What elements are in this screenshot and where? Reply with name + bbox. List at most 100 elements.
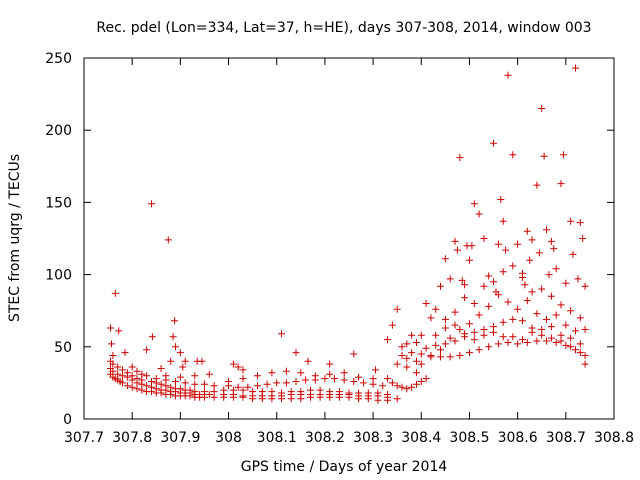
data-point [456,352,464,359]
data-point [331,375,338,383]
data-point [172,378,179,385]
data-point [504,339,512,346]
data-point [559,151,567,159]
data-point [138,370,146,378]
data-point [123,369,131,377]
data-point [307,386,314,394]
data-point [470,328,478,336]
data-point [108,340,115,348]
data-point [335,388,343,396]
data-point [176,373,184,381]
data-point [398,352,406,359]
data-point [528,328,536,336]
data-point [374,389,382,397]
x-tick-label: 308.5 [449,430,489,446]
data-point [121,349,129,357]
data-point [258,388,266,396]
data-point [167,357,175,365]
data-point [538,285,546,293]
data-point [427,314,435,322]
data-point [128,383,136,391]
data-point [408,349,416,357]
data-point [432,331,440,339]
data-point [499,268,507,276]
data-point [499,318,507,326]
data-point [143,372,151,380]
data-point [234,383,242,391]
data-point [437,353,444,361]
data-point [119,379,126,387]
x-tick-label: 308.8 [594,430,634,446]
data-point [543,315,550,323]
data-point [278,330,285,338]
data-point [413,369,420,377]
data-point [372,366,379,374]
data-point [514,240,522,248]
data-point [521,281,529,289]
data-point [326,370,334,378]
data-point [417,378,425,385]
data-point [466,349,473,357]
data-point [441,340,449,348]
data-point [109,360,117,368]
data-point [509,333,517,341]
data-point [504,298,512,306]
data-point [499,217,507,225]
data-point [408,331,416,339]
x-tick-label: 307.9 [160,430,200,446]
data-point [128,363,136,371]
data-point [461,281,469,289]
data-point [480,235,488,242]
data-point [456,326,464,333]
data-point [562,279,570,287]
data-point [304,357,312,365]
data-point [191,380,199,388]
data-point [413,357,420,365]
data-point [403,385,411,393]
data-point [567,307,575,315]
data-point [494,291,502,299]
data-point [547,292,555,300]
data-point [519,274,526,281]
data-point [567,343,575,351]
data-point [340,376,348,384]
data-point [360,379,367,387]
data-point [519,336,526,344]
data-point [282,379,290,387]
data-point [143,346,151,354]
data-point [119,366,126,374]
data-point [326,360,334,368]
data-point [152,375,160,383]
data-point [388,321,396,329]
data-point [205,370,213,378]
data-point [446,353,454,361]
data-point [576,340,584,348]
data-point [535,249,543,257]
data-point [181,379,189,387]
data-point [569,250,577,258]
data-point [490,139,497,147]
y-tick-label: 150 [45,195,72,211]
data-point [249,388,257,396]
data-point [576,314,584,322]
data-point [509,151,517,159]
data-point [198,357,206,365]
data-point [244,383,252,391]
data-point [451,308,459,316]
data-point [148,378,155,385]
data-point [466,256,473,264]
data-point [572,64,579,72]
data-point [576,349,584,357]
data-point [109,352,117,359]
x-tick-label: 307.7 [64,430,104,446]
data-point [427,353,435,361]
data-point [210,382,218,390]
data-point [172,343,179,351]
data-point [533,181,541,189]
data-point [176,349,184,357]
data-point [475,346,483,354]
data-point [552,265,560,273]
data-point [519,317,526,325]
data-point [273,379,281,387]
